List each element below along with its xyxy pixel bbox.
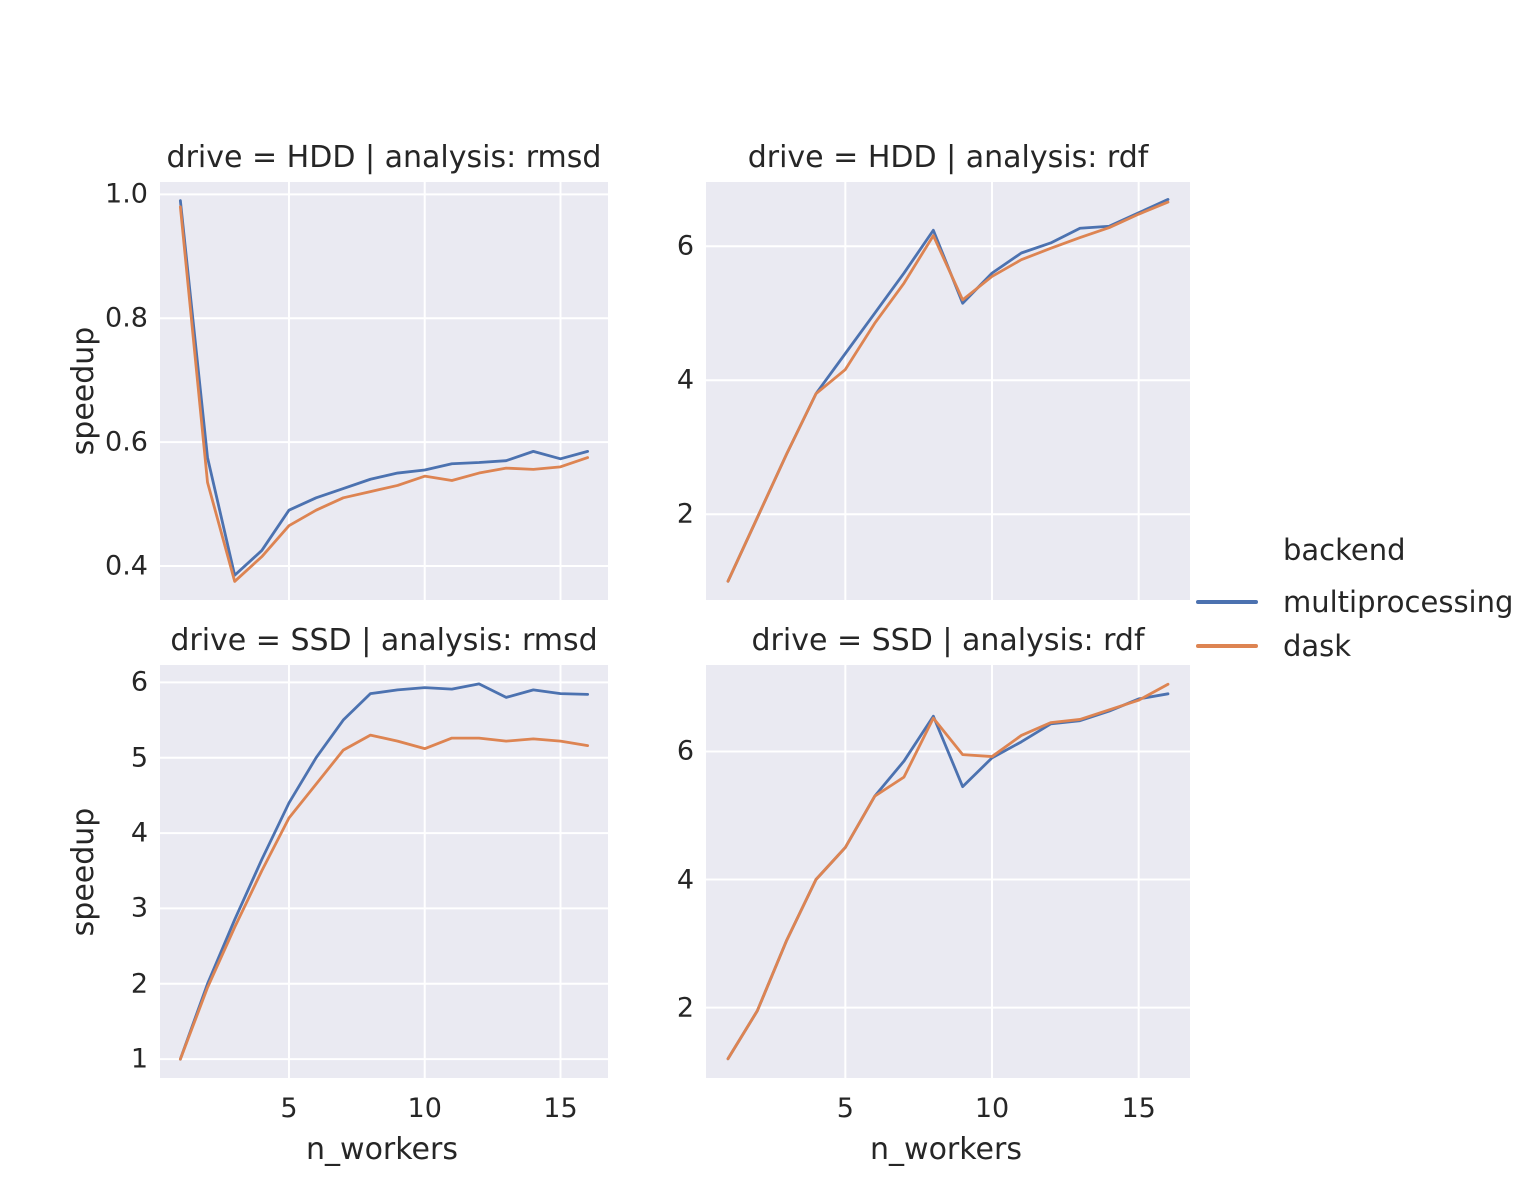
panel-drive-hdd-analysis-rdf xyxy=(706,182,1190,600)
y-tick-label: 4 xyxy=(676,364,694,396)
x-tick-label: 10 xyxy=(974,1093,1010,1124)
multiprocessing-line xyxy=(726,692,1170,1061)
plot-area-drive-ssd-analysis-rdf xyxy=(706,665,1190,1078)
y-tick-label: 2 xyxy=(676,992,694,1024)
y-tick-label: 4 xyxy=(130,817,148,849)
x-tick-label: 5 xyxy=(836,1093,854,1124)
y-tick-label: 0.4 xyxy=(105,550,148,582)
panel-title-drive-hdd-analysis-rdf: drive = HDD | analysis: rdf xyxy=(747,140,1149,175)
x-axis-label-ssd-rmsd: n_workers xyxy=(306,1132,458,1167)
y-tick-label: 6 xyxy=(130,666,148,698)
legend-label-dask: dask xyxy=(1283,629,1352,663)
y-tick-label: 2 xyxy=(676,498,694,530)
dask-line xyxy=(178,733,590,1061)
x-tick-label: 5 xyxy=(280,1093,298,1124)
multiprocessing-line xyxy=(726,198,1170,583)
panel-drive-ssd-analysis-rdf xyxy=(706,665,1190,1078)
multiprocessing-line-swatch xyxy=(1196,600,1258,604)
legend-item-multiprocessing: multiprocessing xyxy=(1196,580,1513,624)
dask-line xyxy=(726,682,1170,1061)
y-tick-label: 2 xyxy=(130,968,148,1000)
y-tick-label: 1 xyxy=(130,1043,148,1075)
y-tick-label: 0.6 xyxy=(105,426,148,458)
dask-line xyxy=(726,200,1170,583)
y-tick-label: 5 xyxy=(130,742,148,774)
y-tick-label: 0.8 xyxy=(105,302,148,334)
panel-title-drive-hdd-analysis-rmsd: drive = HDD | analysis: rmsd xyxy=(166,140,602,175)
legend-label-multiprocessing: multiprocessing xyxy=(1283,585,1514,619)
y-tick-label: 6 xyxy=(676,735,694,767)
y-tick-label: 3 xyxy=(130,892,148,924)
legend-item-dask: dask xyxy=(1196,624,1513,668)
legend: backend multiprocessing dask xyxy=(1196,534,1513,668)
dask-line xyxy=(178,205,590,583)
multiprocessing-line xyxy=(178,199,590,577)
x-axis-label-ssd-rdf: n_workers xyxy=(870,1132,1022,1167)
x-tick-label: 15 xyxy=(1121,1093,1156,1124)
panel-drive-ssd-analysis-rmsd xyxy=(160,665,608,1078)
plot-area-drive-hdd-analysis-rmsd xyxy=(160,182,608,600)
legend-title: backend xyxy=(1283,533,1406,567)
plot-area-drive-hdd-analysis-rdf xyxy=(706,182,1190,600)
x-tick-label: 10 xyxy=(407,1093,442,1124)
y-tick-label: 4 xyxy=(676,864,694,895)
x-tick-label: 15 xyxy=(543,1093,578,1124)
panel-title-drive-ssd-analysis-rmsd: drive = SSD | analysis: rmsd xyxy=(170,623,598,658)
panel-drive-hdd-analysis-rmsd xyxy=(160,182,608,600)
multiprocessing-line xyxy=(178,682,590,1061)
dask-line-swatch xyxy=(1196,644,1258,648)
panel-title-drive-ssd-analysis-rdf: drive = SSD | analysis: rdf xyxy=(751,623,1145,658)
y-tick-label: 1.0 xyxy=(105,178,148,210)
plot-area-drive-ssd-analysis-rmsd xyxy=(160,665,608,1078)
y-tick-label: 6 xyxy=(676,230,694,262)
